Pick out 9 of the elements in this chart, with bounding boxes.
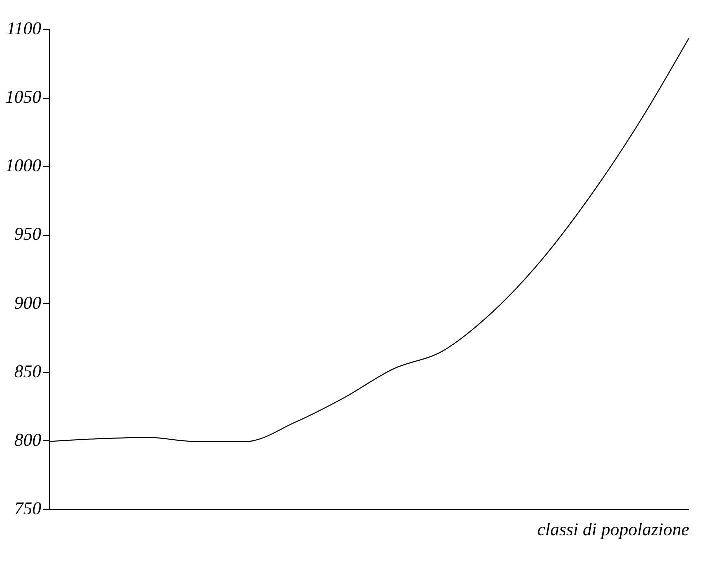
y-tick-label: 850 <box>14 361 42 382</box>
x-axis-title: classi di popolazione <box>538 520 690 540</box>
y-tick-label: 750 <box>14 498 42 518</box>
y-tick-label: 800 <box>14 430 42 450</box>
y-tick-label: 1050 <box>6 87 42 108</box>
y-tick-label: 950 <box>14 224 42 244</box>
y-tick-label: 1000 <box>6 156 42 176</box>
y-tick-label: 1100 <box>6 18 42 38</box>
y-tick-label: 900 <box>14 292 42 313</box>
